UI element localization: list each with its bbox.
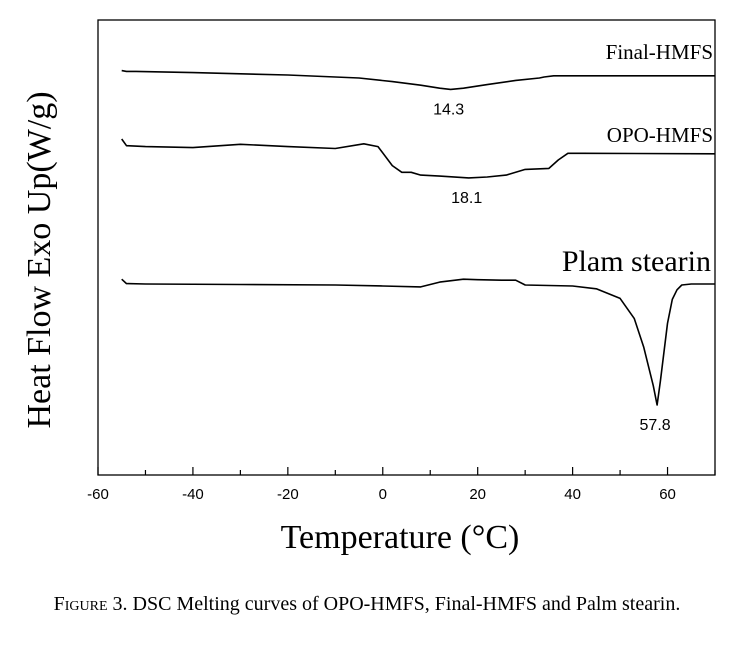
x-tick-label: 60 bbox=[659, 486, 676, 503]
x-tick-label: -60 bbox=[87, 486, 109, 503]
x-axis-label: Temperature (°C) bbox=[281, 519, 520, 556]
peak-label-3: 57.8 bbox=[640, 417, 671, 434]
series-name-label-1: Final-HMFS bbox=[606, 40, 713, 64]
y-axis-label: Heat Flow Exo Up(W/g) bbox=[21, 91, 58, 428]
series-name-label-2: OPO-HMFS bbox=[607, 123, 713, 147]
x-tick-label: 40 bbox=[564, 486, 581, 503]
series-line-3 bbox=[121, 278, 715, 406]
caption-text: DSC Melting curves of OPO-HMFS, Final-HM… bbox=[132, 593, 681, 615]
plot-frame bbox=[97, 19, 716, 476]
x-tick-label: 20 bbox=[469, 486, 486, 503]
series-layer: Final-HMFS 14.3 OPO-HMFS 18.1 Plam stearin 57… bbox=[121, 40, 716, 434]
figure-label: Figure 3. bbox=[53, 593, 128, 615]
x-tick-label: 0 bbox=[379, 486, 387, 503]
x-tick-label: -20 bbox=[277, 486, 299, 503]
series-name-label-3: Plam stearin bbox=[562, 245, 711, 278]
figure-caption: Figure 3. DSC Melting curves of OPO-HMFS… bbox=[0, 590, 734, 618]
peak-label-1: 14.3 bbox=[433, 101, 464, 118]
x-axis-ticks: -60 -40 -20 0 20 40 60 bbox=[87, 467, 716, 503]
x-tick-label: -40 bbox=[182, 486, 204, 503]
dsc-chart: -60 -40 -20 0 20 40 60 Final-HMFS 14.3 OPO-HMFS 1… bbox=[21, 19, 716, 556]
series-line-2 bbox=[121, 138, 716, 179]
peak-label-2: 18.1 bbox=[451, 190, 482, 207]
series-line-1 bbox=[121, 69, 715, 91]
